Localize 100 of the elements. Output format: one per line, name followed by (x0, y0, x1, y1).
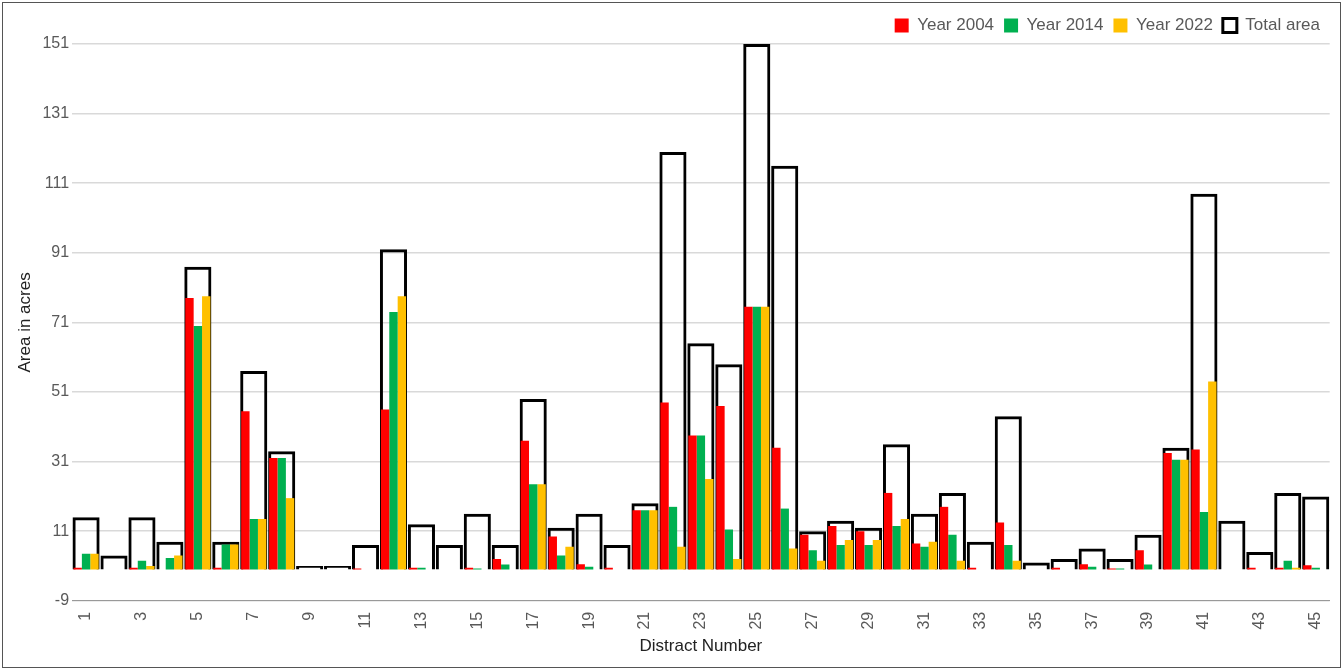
x-tick-label: 1 (76, 611, 94, 621)
bar (1135, 550, 1144, 570)
bar (229, 544, 239, 570)
x-tick-label: 19 (579, 611, 597, 630)
bar (463, 513, 491, 570)
bar (864, 545, 873, 570)
legend-label: Year 2014 (1026, 15, 1104, 35)
bar (752, 306, 761, 570)
bar (1012, 560, 1021, 570)
bar (966, 541, 994, 570)
bar (911, 543, 921, 570)
bar (995, 522, 1005, 570)
x-axis-title: Distract Number (639, 636, 763, 656)
x-tick-label: 37 (1082, 611, 1100, 630)
bar (883, 492, 893, 570)
bar (193, 325, 203, 570)
bar (146, 566, 155, 570)
bar (1246, 552, 1274, 570)
bar (632, 510, 641, 570)
bar (649, 510, 658, 570)
y-tick-label: 111 (44, 173, 70, 191)
bar (744, 306, 753, 570)
bar (1004, 545, 1013, 570)
bar (1208, 381, 1217, 570)
bar (772, 447, 781, 570)
bar (892, 525, 901, 570)
x-tick-label: 21 (635, 611, 653, 630)
bar (677, 546, 686, 570)
bar (548, 536, 557, 570)
bar (1050, 559, 1078, 570)
x-tick-label: 29 (858, 611, 876, 630)
bar (520, 440, 530, 570)
bar (397, 296, 407, 570)
bar (529, 484, 538, 570)
bar (828, 525, 837, 570)
legend-label: Year 2004 (917, 15, 995, 35)
bar (389, 311, 398, 570)
bar (202, 296, 211, 570)
bar (1163, 452, 1172, 570)
bar (808, 550, 817, 570)
x-tick-label: 41 (1194, 611, 1212, 630)
bar (780, 508, 789, 570)
bar (269, 458, 278, 570)
bar (576, 564, 585, 570)
bar (1191, 449, 1200, 570)
x-tick-label: 13 (411, 611, 429, 630)
bar (249, 519, 258, 570)
bar (185, 298, 194, 570)
y-tick-label: 91 (51, 243, 70, 261)
bar (565, 546, 574, 570)
x-tick-label: 17 (523, 611, 541, 630)
bar (928, 541, 938, 570)
x-tick-label: 7 (244, 611, 262, 621)
bar (285, 498, 295, 570)
bar (900, 519, 910, 570)
bar (1180, 459, 1189, 570)
bar (1303, 565, 1312, 570)
bar (920, 546, 929, 570)
bar (688, 435, 697, 570)
bar (724, 529, 734, 570)
bar (537, 484, 546, 570)
bar (241, 411, 250, 570)
bar (948, 534, 957, 570)
x-tick-label: 39 (1138, 611, 1156, 630)
y-tick-label: 151 (42, 34, 70, 52)
bar (668, 506, 678, 570)
bar (800, 534, 809, 570)
x-tick-label: 15 (467, 611, 485, 630)
y-tick-label: 11 (52, 521, 70, 539)
bar (1079, 564, 1088, 570)
bar (939, 506, 949, 570)
x-tick-label: 23 (691, 611, 709, 630)
x-tick-label: 43 (1250, 611, 1268, 630)
legend-label: Total area (1245, 15, 1321, 35)
y-tick-label: 51 (51, 382, 70, 400)
bar (696, 435, 706, 570)
bar (733, 559, 742, 570)
bar (492, 559, 502, 570)
x-tick-label: 27 (803, 611, 821, 630)
bar (90, 553, 99, 570)
bar (277, 458, 286, 570)
bar (788, 548, 798, 570)
x-tick-label: 45 (1306, 611, 1324, 630)
legend-label: Year 2022 (1135, 15, 1213, 35)
y-tick-label: -9 (54, 591, 70, 609)
bar (221, 544, 230, 570)
bar (380, 409, 390, 570)
bar (165, 558, 175, 570)
x-tick-label: 11 (355, 611, 373, 629)
bar (1199, 512, 1209, 570)
x-tick-label: 25 (747, 611, 765, 630)
y-tick-label: 131 (42, 104, 70, 122)
x-tick-label: 5 (188, 611, 206, 621)
bar (705, 479, 714, 570)
bar (640, 510, 650, 570)
bar (844, 539, 854, 570)
x-tick-label: 31 (914, 611, 932, 630)
y-tick-label: 31 (51, 452, 70, 470)
bar (603, 545, 631, 570)
x-tick-label: 9 (300, 611, 318, 621)
